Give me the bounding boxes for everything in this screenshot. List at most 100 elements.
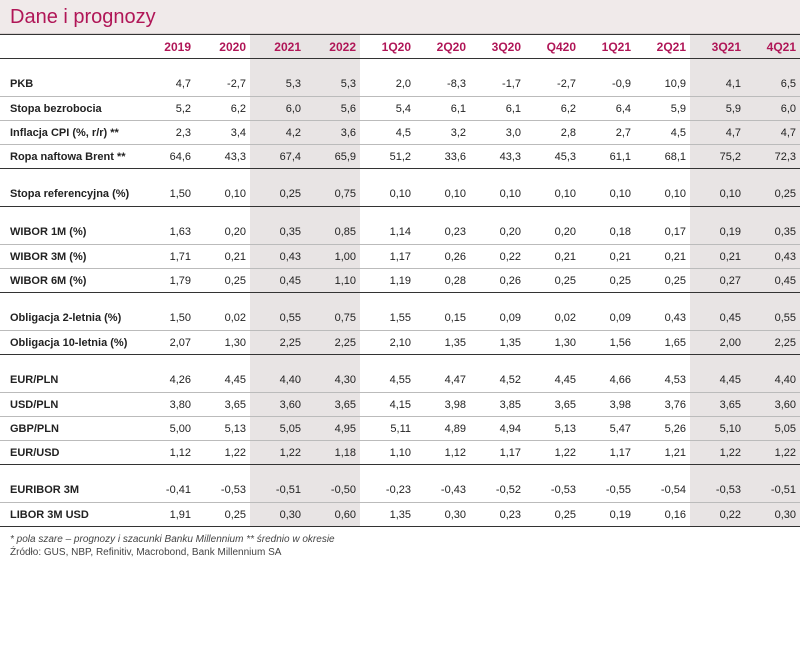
cell: 6,5	[745, 73, 800, 97]
cell: 0,85	[305, 221, 360, 245]
cell: 0,22	[690, 503, 745, 527]
cell: 0,10	[195, 183, 250, 207]
cell: 2,8	[525, 121, 580, 145]
cell: 4,7	[745, 121, 800, 145]
cell: 1,12	[415, 441, 470, 465]
cell: 0,09	[470, 307, 525, 331]
cell: 0,21	[580, 245, 635, 269]
cell: 4,45	[525, 369, 580, 393]
cell: 0,10	[525, 183, 580, 207]
cell: 5,11	[360, 417, 415, 441]
cell: 6,2	[525, 97, 580, 121]
row-label: EURIBOR 3M	[0, 479, 140, 503]
cell: 4,40	[250, 369, 305, 393]
cell: 3,98	[415, 393, 470, 417]
col-header: 2022	[305, 35, 360, 59]
row-label: WIBOR 6M (%)	[0, 269, 140, 293]
row-label: Stopa bezrobocia	[0, 97, 140, 121]
row-label: LIBOR 3M USD	[0, 503, 140, 527]
cell: 4,52	[470, 369, 525, 393]
row-label: EUR/PLN	[0, 369, 140, 393]
cell: -0,53	[195, 479, 250, 503]
cell: 3,65	[305, 393, 360, 417]
cell: 0,60	[305, 503, 360, 527]
cell: 1,30	[195, 331, 250, 355]
cell: 3,65	[525, 393, 580, 417]
cell: 0,75	[305, 183, 360, 207]
cell: 5,05	[250, 417, 305, 441]
cell: 67,4	[250, 145, 305, 169]
cell: 4,55	[360, 369, 415, 393]
cell: 0,18	[580, 221, 635, 245]
cell: 1,19	[360, 269, 415, 293]
cell: 2,00	[690, 331, 745, 355]
col-header: 1Q21	[580, 35, 635, 59]
cell: 4,7	[140, 73, 195, 97]
cell: 1,21	[635, 441, 690, 465]
cell: 6,0	[745, 97, 800, 121]
table-row: GBP/PLN5,005,135,054,955,114,894,945,135…	[0, 417, 800, 441]
table-header: 20192020202120221Q202Q203Q20Q4201Q212Q21…	[0, 35, 800, 59]
cell: 1,17	[360, 245, 415, 269]
cell: 5,13	[525, 417, 580, 441]
cell: -2,7	[195, 73, 250, 97]
cell: 0,19	[690, 221, 745, 245]
cell: 5,3	[250, 73, 305, 97]
cell: 4,40	[745, 369, 800, 393]
row-label: WIBOR 3M (%)	[0, 245, 140, 269]
table-row: EUR/PLN4,264,454,404,304,554,474,524,454…	[0, 369, 800, 393]
cell: 1,18	[305, 441, 360, 465]
table-row: Stopa bezrobocia5,26,26,05,65,46,16,16,2…	[0, 97, 800, 121]
cell: 1,12	[140, 441, 195, 465]
cell: 0,10	[690, 183, 745, 207]
cell: 3,6	[305, 121, 360, 145]
cell: 0,55	[250, 307, 305, 331]
col-header: 4Q21	[745, 35, 800, 59]
cell: 3,65	[690, 393, 745, 417]
cell: 0,19	[580, 503, 635, 527]
cell: -1,7	[470, 73, 525, 97]
cell: 5,13	[195, 417, 250, 441]
cell: 6,1	[470, 97, 525, 121]
cell: 1,22	[745, 441, 800, 465]
cell: 1,22	[195, 441, 250, 465]
footnote-source: Źródło: GUS, NBP, Refinitiv, Macrobond, …	[10, 546, 790, 559]
cell: 1,10	[360, 441, 415, 465]
table-row: WIBOR 1M (%)1,630,200,350,851,140,230,20…	[0, 221, 800, 245]
cell: -0,54	[635, 479, 690, 503]
cell: 0,45	[690, 307, 745, 331]
cell: 0,25	[250, 183, 305, 207]
cell: 3,76	[635, 393, 690, 417]
cell: 1,65	[635, 331, 690, 355]
cell: -0,43	[415, 479, 470, 503]
cell: 4,30	[305, 369, 360, 393]
row-label: Ropa naftowa Brent **	[0, 145, 140, 169]
cell: 3,60	[250, 393, 305, 417]
cell: 0,30	[250, 503, 305, 527]
cell: 0,16	[635, 503, 690, 527]
cell: 5,05	[745, 417, 800, 441]
cell: 4,2	[250, 121, 305, 145]
cell: 1,71	[140, 245, 195, 269]
cell: -0,9	[580, 73, 635, 97]
cell: 0,25	[195, 269, 250, 293]
table-row: Obligacja 2-letnia (%)1,500,020,550,751,…	[0, 307, 800, 331]
col-header: 2021	[250, 35, 305, 59]
cell: 1,22	[525, 441, 580, 465]
cell: 0,43	[250, 245, 305, 269]
table-row: EUR/USD1,121,221,221,181,101,121,171,221…	[0, 441, 800, 465]
cell: 1,50	[140, 307, 195, 331]
cell: 4,5	[635, 121, 690, 145]
cell: 43,3	[195, 145, 250, 169]
row-label: Inflacja CPI (%, r/r) **	[0, 121, 140, 145]
cell: 0,21	[635, 245, 690, 269]
cell: 2,7	[580, 121, 635, 145]
cell: -0,55	[580, 479, 635, 503]
cell: 5,26	[635, 417, 690, 441]
table-row: WIBOR 6M (%)1,790,250,451,101,190,280,26…	[0, 269, 800, 293]
cell: 5,10	[690, 417, 745, 441]
cell: 3,98	[580, 393, 635, 417]
cell: 0,26	[415, 245, 470, 269]
table-row: USD/PLN3,803,653,603,654,153,983,853,653…	[0, 393, 800, 417]
cell: 0,43	[635, 307, 690, 331]
